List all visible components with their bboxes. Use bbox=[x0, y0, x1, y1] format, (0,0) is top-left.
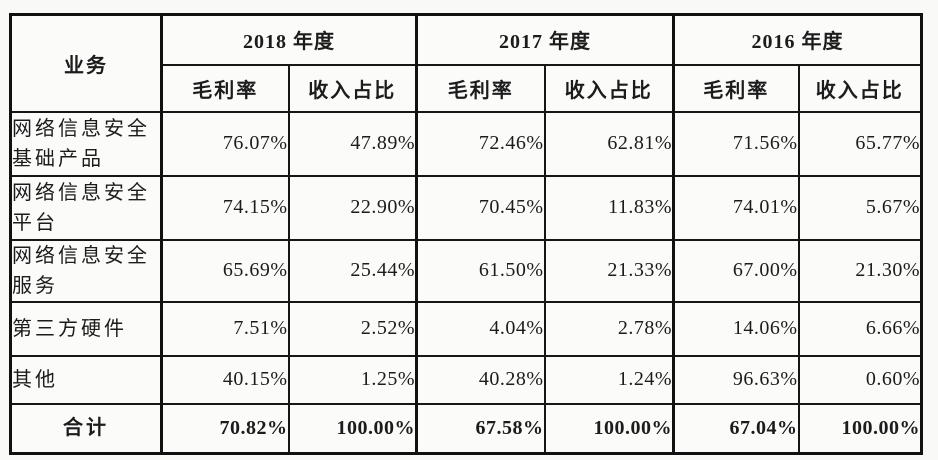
col-header-2018-revenue-share: 收入占比 bbox=[287, 63, 418, 113]
cell-value: 74.01% bbox=[672, 174, 800, 241]
cell-value: 40.28% bbox=[415, 354, 546, 405]
cell-value-total: 67.04% bbox=[672, 402, 800, 455]
col-header-2017-revenue-share: 收入占比 bbox=[543, 63, 675, 113]
year-header-2018: 2018 年度 bbox=[160, 13, 418, 66]
cell-value-total: 70.82% bbox=[160, 402, 290, 455]
col-header-2016-gross-margin: 毛利率 bbox=[672, 63, 800, 113]
cell-value: 47.89% bbox=[287, 110, 418, 177]
cell-value: 2.52% bbox=[287, 300, 418, 357]
table-row: 网络信息安全服务 65.69% 25.44% 61.50% 21.33% 67.… bbox=[9, 238, 923, 303]
cell-value: 40.15% bbox=[160, 354, 290, 405]
cell-value: 72.46% bbox=[415, 110, 546, 177]
cell-value: 74.15% bbox=[160, 174, 290, 241]
col-header-2016-revenue-share: 收入占比 bbox=[797, 63, 923, 113]
cell-value-total: 67.58% bbox=[415, 402, 546, 455]
total-row: 合计 70.82% 100.00% 67.58% 100.00% 67.04% … bbox=[9, 402, 923, 455]
cell-value: 11.83% bbox=[543, 174, 675, 241]
cell-value: 1.25% bbox=[287, 354, 418, 405]
cell-value: 22.90% bbox=[287, 174, 418, 241]
cell-value: 4.04% bbox=[415, 300, 546, 357]
table-row: 其他 40.15% 1.25% 40.28% 1.24% 96.63% 0.60… bbox=[9, 354, 923, 405]
cell-value-total: 100.00% bbox=[543, 402, 675, 455]
row-label-third-party-hardware: 第三方硬件 bbox=[9, 300, 163, 357]
cell-value-total: 100.00% bbox=[287, 402, 418, 455]
header-row-years: 业务 2018 年度 2017 年度 2016 年度 bbox=[9, 13, 923, 113]
segment-margin-table: 业务 2018 年度 2017 年度 2016 年度 毛利率 收入占比 毛利率 … bbox=[9, 13, 923, 455]
cell-value: 21.33% bbox=[543, 238, 675, 303]
table-row: 网络信息安全基础产品 76.07% 47.89% 72.46% 62.81% 7… bbox=[9, 110, 923, 177]
row-label-total: 合计 bbox=[9, 402, 163, 455]
cell-value: 14.06% bbox=[672, 300, 800, 357]
table-row: 第三方硬件 7.51% 2.52% 4.04% 2.78% 14.06% 6.6… bbox=[9, 300, 923, 357]
col-header-2018-gross-margin: 毛利率 bbox=[160, 63, 290, 113]
cell-value: 0.60% bbox=[797, 354, 923, 405]
header-row-metrics: 毛利率 收入占比 毛利率 收入占比 毛利率 收入占比 bbox=[11, 63, 923, 113]
cell-value: 5.67% bbox=[797, 174, 923, 241]
row-label-security-services: 网络信息安全服务 bbox=[9, 238, 163, 303]
year-header-2017: 2017 年度 bbox=[415, 13, 675, 66]
cell-value-total: 100.00% bbox=[797, 402, 923, 455]
cell-value: 76.07% bbox=[160, 110, 290, 177]
row-label-others: 其他 bbox=[9, 354, 163, 405]
cell-value: 7.51% bbox=[160, 300, 290, 357]
col-header-2017-gross-margin: 毛利率 bbox=[415, 63, 546, 113]
row-label-security-platform: 网络信息安全平台 bbox=[9, 174, 163, 241]
cell-value: 96.63% bbox=[672, 354, 800, 405]
corner-header-business: 业务 bbox=[9, 13, 163, 113]
cell-value: 1.24% bbox=[543, 354, 675, 405]
cell-value: 65.69% bbox=[160, 238, 290, 303]
cell-value: 2.78% bbox=[543, 300, 675, 357]
cell-value: 6.66% bbox=[797, 300, 923, 357]
cell-value: 71.56% bbox=[672, 110, 800, 177]
cell-value: 61.50% bbox=[415, 238, 546, 303]
cell-value: 67.00% bbox=[672, 238, 800, 303]
cell-value: 70.45% bbox=[415, 174, 546, 241]
table-row: 网络信息安全平台 74.15% 22.90% 70.45% 11.83% 74.… bbox=[9, 174, 923, 241]
year-header-2016: 2016 年度 bbox=[672, 13, 923, 66]
cell-value: 25.44% bbox=[287, 238, 418, 303]
cell-value: 21.30% bbox=[797, 238, 923, 303]
row-label-security-basic-products: 网络信息安全基础产品 bbox=[9, 110, 163, 177]
cell-value: 62.81% bbox=[543, 110, 675, 177]
cell-value: 65.77% bbox=[797, 110, 923, 177]
